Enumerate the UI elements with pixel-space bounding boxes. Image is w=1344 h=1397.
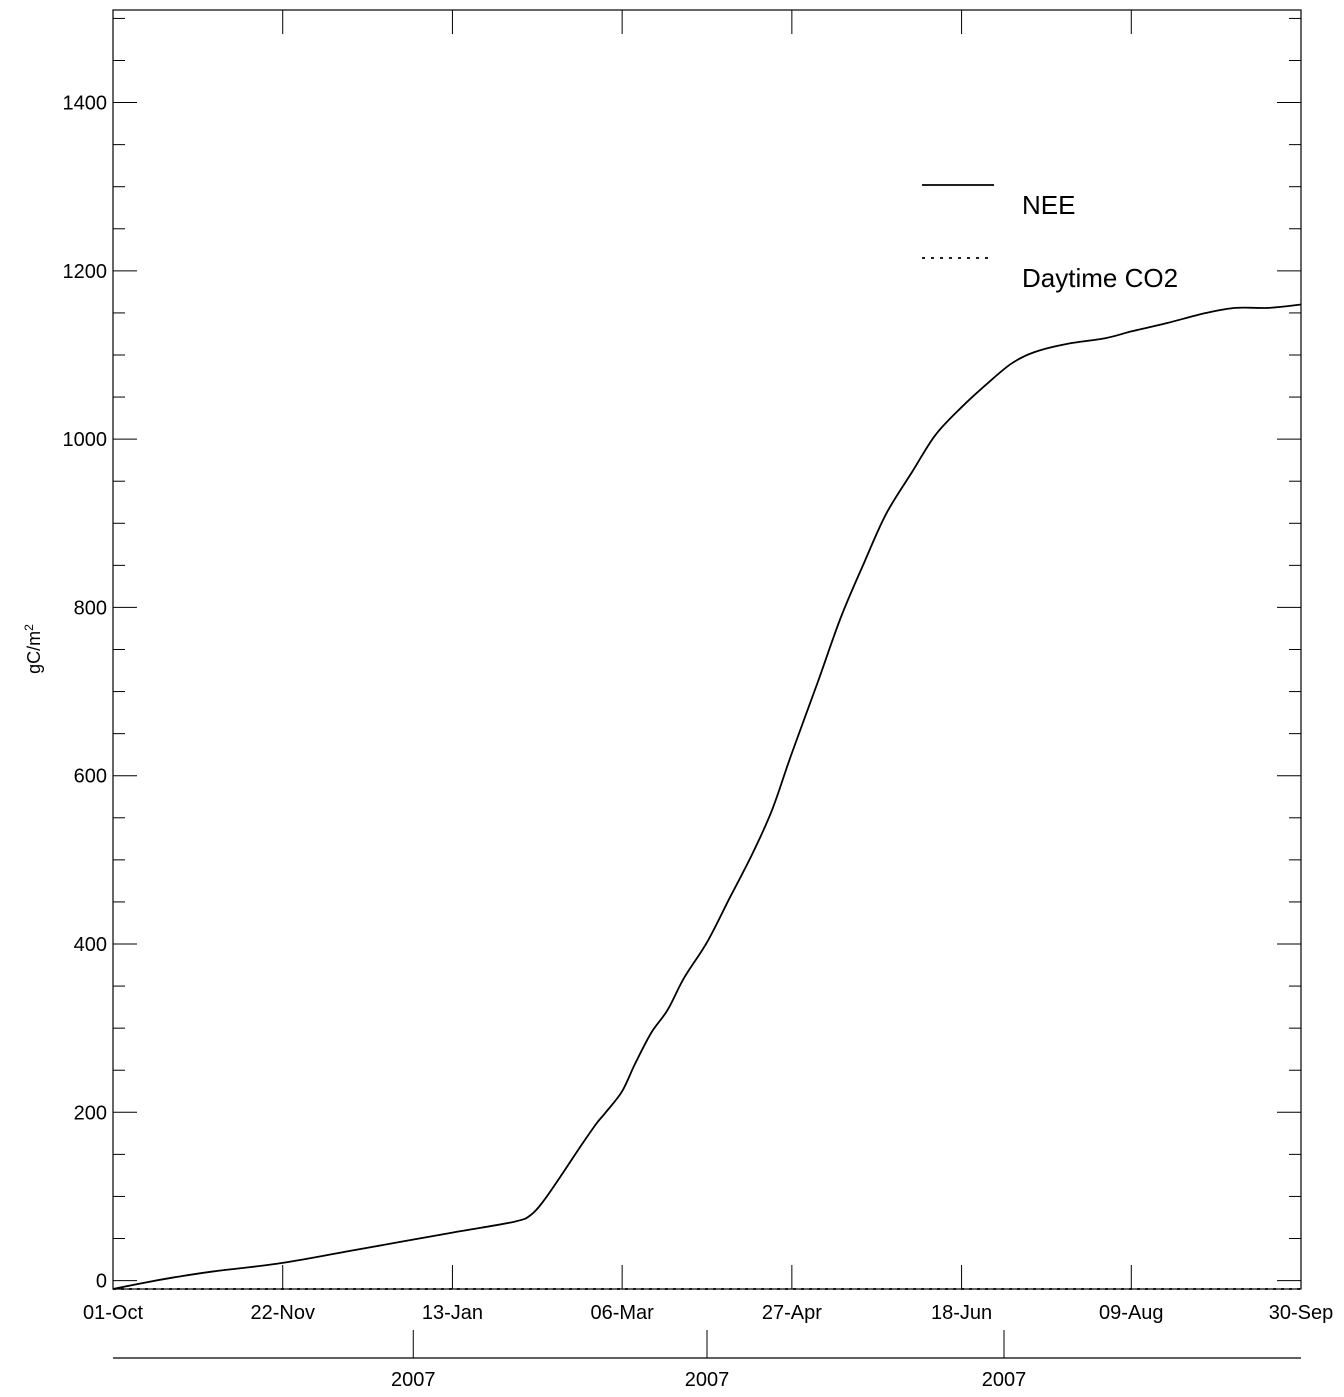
y-tick-label: 1200 — [63, 261, 108, 283]
x-tick-label: 18-Jun — [931, 1302, 992, 1324]
y-axis-title-superscript: 2 — [22, 624, 36, 631]
year-label: 2007 — [391, 1369, 436, 1391]
x-tick-label: 13-Jan — [422, 1302, 483, 1324]
y-tick-label: 1400 — [63, 93, 108, 115]
series-layer — [112, 303, 1302, 1290]
legend: NEE Daytime CO2 — [922, 184, 1178, 293]
x-tick-label: 30-Sep — [1269, 1302, 1334, 1324]
ticks-layer: 0 200 400 600 800 1000 1200 1400 01-Oct 22-Nov 13-… — [63, 10, 1334, 1391]
legend-label: NEE — [1022, 190, 1075, 220]
y-tick-label: 0 — [96, 1271, 107, 1293]
y-axis-title-text: gC/m — [24, 631, 44, 674]
y-tick-label: 400 — [74, 934, 107, 956]
x-tick-label: 27-Apr — [762, 1302, 822, 1324]
y-tick-label: 200 — [74, 1102, 107, 1124]
y-tick-label: 600 — [74, 766, 107, 788]
year-label: 2007 — [685, 1369, 730, 1391]
y-tick-label: 1000 — [63, 429, 108, 451]
year-label: 2007 — [982, 1369, 1027, 1391]
plot-frame — [112, 9, 1302, 1290]
x-tick-label: 06-Mar — [590, 1302, 654, 1324]
series-line-nee — [112, 303, 1302, 1290]
y-axis-title: gC/m2 — [22, 624, 44, 674]
y-tick-label: 800 — [74, 597, 107, 619]
x-tick-label: 09-Aug — [1099, 1302, 1164, 1324]
x-tick-label: 22-Nov — [250, 1302, 314, 1324]
x-tick-label: 01-Oct — [83, 1302, 143, 1324]
legend-label: Daytime CO2 — [1022, 263, 1178, 293]
